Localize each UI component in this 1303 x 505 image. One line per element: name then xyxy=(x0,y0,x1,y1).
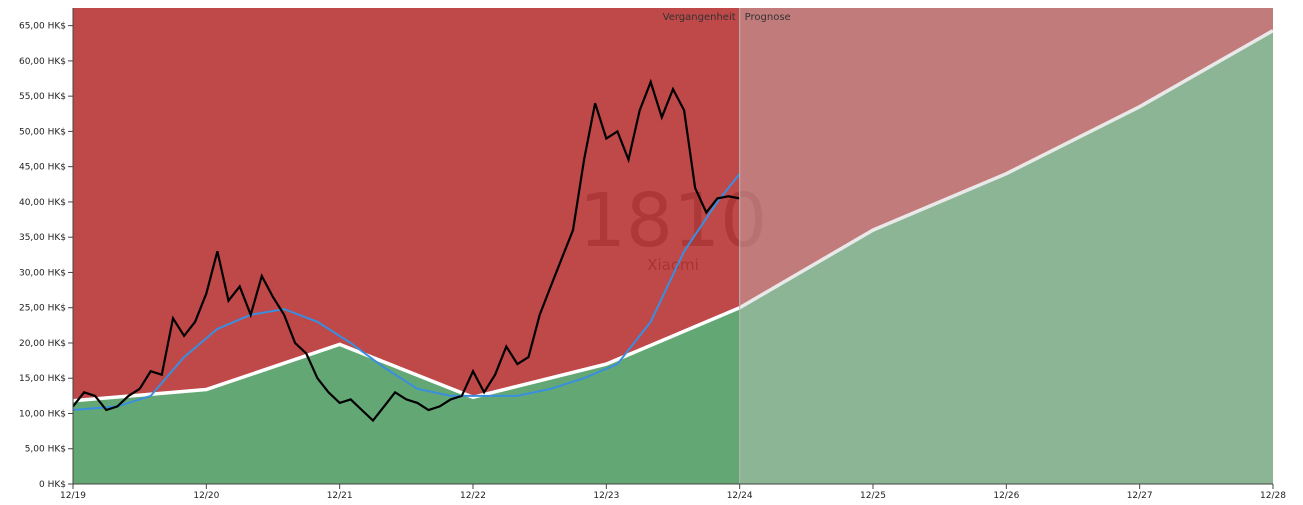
x-tick-label: 12/23 xyxy=(593,491,619,501)
x-tick-label: 12/25 xyxy=(860,491,886,501)
y-tick-label: 10,00 HK$ xyxy=(19,409,66,419)
watermark-ticker: 1810 xyxy=(579,178,767,264)
forecast-label: Prognose xyxy=(745,12,791,23)
x-tick-label: 12/19 xyxy=(60,491,86,501)
undervalued-zone xyxy=(73,30,1273,484)
forecast-shade xyxy=(739,8,1273,484)
y-tick-label: 55,00 HK$ xyxy=(19,92,66,102)
x-tick-label: 12/20 xyxy=(193,491,219,501)
x-tick-label: 12/24 xyxy=(727,491,753,501)
y-tick-label: 45,00 HK$ xyxy=(19,163,66,173)
y-tick-label: 65,00 HK$ xyxy=(19,22,66,32)
fair-value-line xyxy=(73,29,1273,403)
y-tick-label: 15,00 HK$ xyxy=(19,374,66,384)
y-tick-label: 30,00 HK$ xyxy=(19,268,66,278)
x-tick-label: 12/27 xyxy=(1127,491,1153,501)
price-line xyxy=(73,78,740,423)
moving-average-line xyxy=(73,173,741,411)
y-tick-label: 60,00 HK$ xyxy=(19,57,66,67)
x-tick-label: 12/21 xyxy=(327,491,353,501)
y-tick-label: 35,00 HK$ xyxy=(19,233,66,243)
y-axis: 0 HK$ 5,00 HK$ 10,00 HK$ 15,00 HK$ 20,00 HK$… xyxy=(19,8,74,490)
x-tick-label: 12/22 xyxy=(460,491,486,501)
x-tick-label: 12/26 xyxy=(993,491,1019,501)
y-tick-label: 5,00 HK$ xyxy=(25,445,66,455)
watermark-company-name: Xiaomi xyxy=(647,256,699,274)
y-tick-label: 0 HK$ xyxy=(39,480,66,490)
x-axis: 12/19 12/20 12/21 12/22 12/23 12/24 12/25 12/26… xyxy=(60,483,1286,501)
y-tick-label: 25,00 HK$ xyxy=(19,304,66,314)
y-tick-label: 40,00 HK$ xyxy=(19,198,66,208)
y-tick-label: 50,00 HK$ xyxy=(19,127,66,137)
past-label: Vergangenheit xyxy=(663,12,736,23)
y-tick-label: 20,00 HK$ xyxy=(19,339,66,349)
x-tick-label: 12/28 xyxy=(1260,491,1286,501)
